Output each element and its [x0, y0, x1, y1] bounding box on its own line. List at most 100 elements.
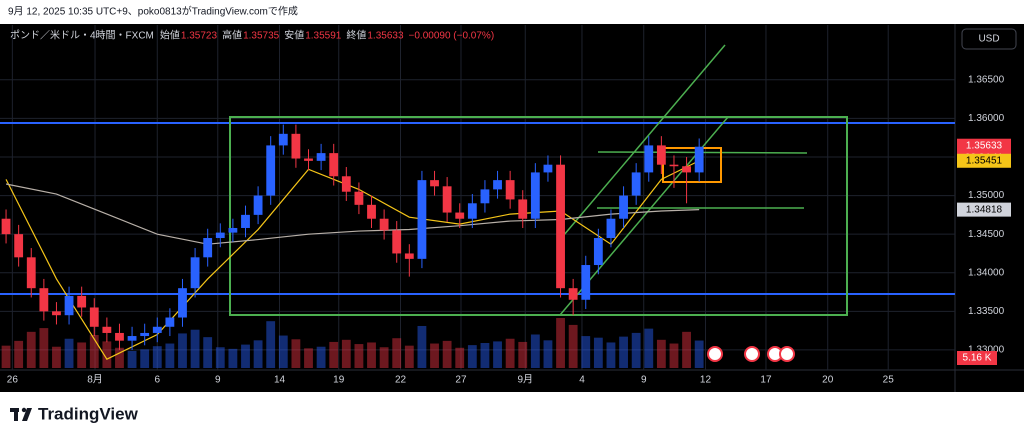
candle-body	[140, 332, 150, 337]
legend-label: 終値	[346, 29, 366, 42]
candle-body	[430, 180, 439, 187]
symbol: ポンド／米ドル・4時間・FXCM	[10, 29, 154, 42]
ma-value: 1.34818	[966, 204, 1003, 215]
candle-body	[379, 218, 389, 231]
volume-bar	[392, 338, 402, 368]
volume-bar	[669, 343, 679, 368]
volume-bar	[606, 342, 616, 368]
volume-bar	[367, 342, 376, 368]
volume-bar	[316, 346, 326, 368]
volume-bar	[304, 348, 313, 368]
volume-bar	[253, 340, 263, 368]
candle-body	[518, 199, 528, 219]
x-tick-label: 22	[395, 375, 407, 386]
y-tick-label: 1.34500	[968, 229, 1005, 240]
ma-badge	[957, 202, 1011, 217]
ma-value: 1.35451	[966, 155, 1003, 166]
x-tick-label: 20	[822, 375, 834, 386]
x-tick-label: 9	[215, 375, 221, 386]
volume-bar	[543, 340, 553, 368]
y-tick-label: 1.36500	[968, 74, 1005, 85]
volume-bar	[241, 344, 250, 368]
volume-bar	[127, 350, 137, 368]
volume-bar	[581, 336, 591, 368]
event-icons	[707, 346, 795, 362]
candle-body	[392, 230, 402, 254]
brand-name: TradingView	[38, 404, 139, 423]
volume-bar	[278, 335, 288, 368]
candle-body	[341, 176, 351, 192]
candle-body	[165, 317, 175, 327]
legend-value: 1.35591	[305, 31, 342, 42]
candle-body	[266, 145, 276, 196]
channel-upper	[557, 44, 726, 243]
volume-bar	[619, 336, 628, 368]
candle-body	[304, 158, 313, 161]
volume-bar	[14, 340, 24, 368]
event-icon[interactable]	[744, 346, 760, 362]
logo-part	[21, 407, 27, 413]
x-tick-label: 14	[274, 375, 286, 386]
x-tick-label: 9月	[517, 374, 533, 386]
volume-bar	[354, 344, 364, 368]
candle-body	[467, 203, 477, 219]
volume-bar	[480, 343, 490, 368]
event-icon[interactable]	[779, 346, 795, 362]
candle-body	[606, 218, 616, 239]
caption: 9月 12, 2025 10:35 UTC+9、poko0813がTrading…	[8, 5, 298, 18]
legend: ポンド／米ドル・4時間・FXCM 始値 1.35723 高値 1.35735 安値 1.3…	[10, 29, 494, 42]
volume-bar	[39, 328, 49, 368]
volume-bar	[568, 324, 578, 368]
volume-bar	[556, 318, 565, 368]
volume-bar	[266, 321, 276, 368]
candle-body	[115, 332, 124, 341]
candle-body	[694, 146, 704, 173]
currency-button[interactable]	[961, 28, 1017, 50]
candle-body	[682, 166, 691, 173]
x-tick-label: 12	[700, 375, 712, 386]
candle-body	[593, 238, 603, 266]
candle-body	[455, 212, 465, 219]
volume-bar	[644, 328, 654, 368]
candle-body	[241, 214, 250, 228]
candle-body	[669, 164, 679, 167]
candle-body	[152, 326, 162, 333]
candle-body	[203, 238, 213, 258]
volume-bar	[178, 333, 187, 368]
currency[interactable]: USD	[978, 34, 999, 45]
candles	[1, 124, 704, 350]
candle-body	[556, 164, 565, 289]
candle-body	[278, 133, 288, 146]
volume-bar	[215, 347, 225, 368]
candle-body	[543, 164, 553, 173]
volume-bar	[518, 341, 528, 368]
volume-bar	[115, 347, 124, 368]
volume-bar	[694, 340, 704, 368]
volume-bar	[404, 345, 414, 368]
volume-bar	[631, 332, 641, 368]
event-icon[interactable]	[707, 346, 723, 362]
volume-bar	[203, 337, 213, 368]
candle-body	[619, 195, 628, 219]
legend-change: −0.00090 (−0.07%)	[409, 31, 495, 42]
volume-bar	[467, 345, 477, 368]
x-tick-label: 25	[883, 375, 895, 386]
volume-bar	[291, 339, 301, 368]
candle-body	[253, 195, 263, 215]
volume-bar	[1, 345, 11, 368]
x-tick-label: 8月	[87, 374, 103, 386]
x-tick-label: 9	[641, 375, 647, 386]
candle-body	[656, 145, 666, 165]
volume-bar	[228, 348, 238, 368]
x-tick-label: 26	[7, 375, 19, 386]
volume-bar	[102, 341, 112, 368]
candle-body	[530, 172, 540, 219]
candle-body	[64, 295, 74, 316]
volume-bar	[77, 342, 87, 368]
candle-body	[329, 153, 339, 177]
volume-bar	[505, 338, 515, 368]
legend-value: 1.35735	[243, 31, 280, 42]
range-box	[229, 116, 848, 316]
legend-label: 安値	[284, 29, 304, 42]
